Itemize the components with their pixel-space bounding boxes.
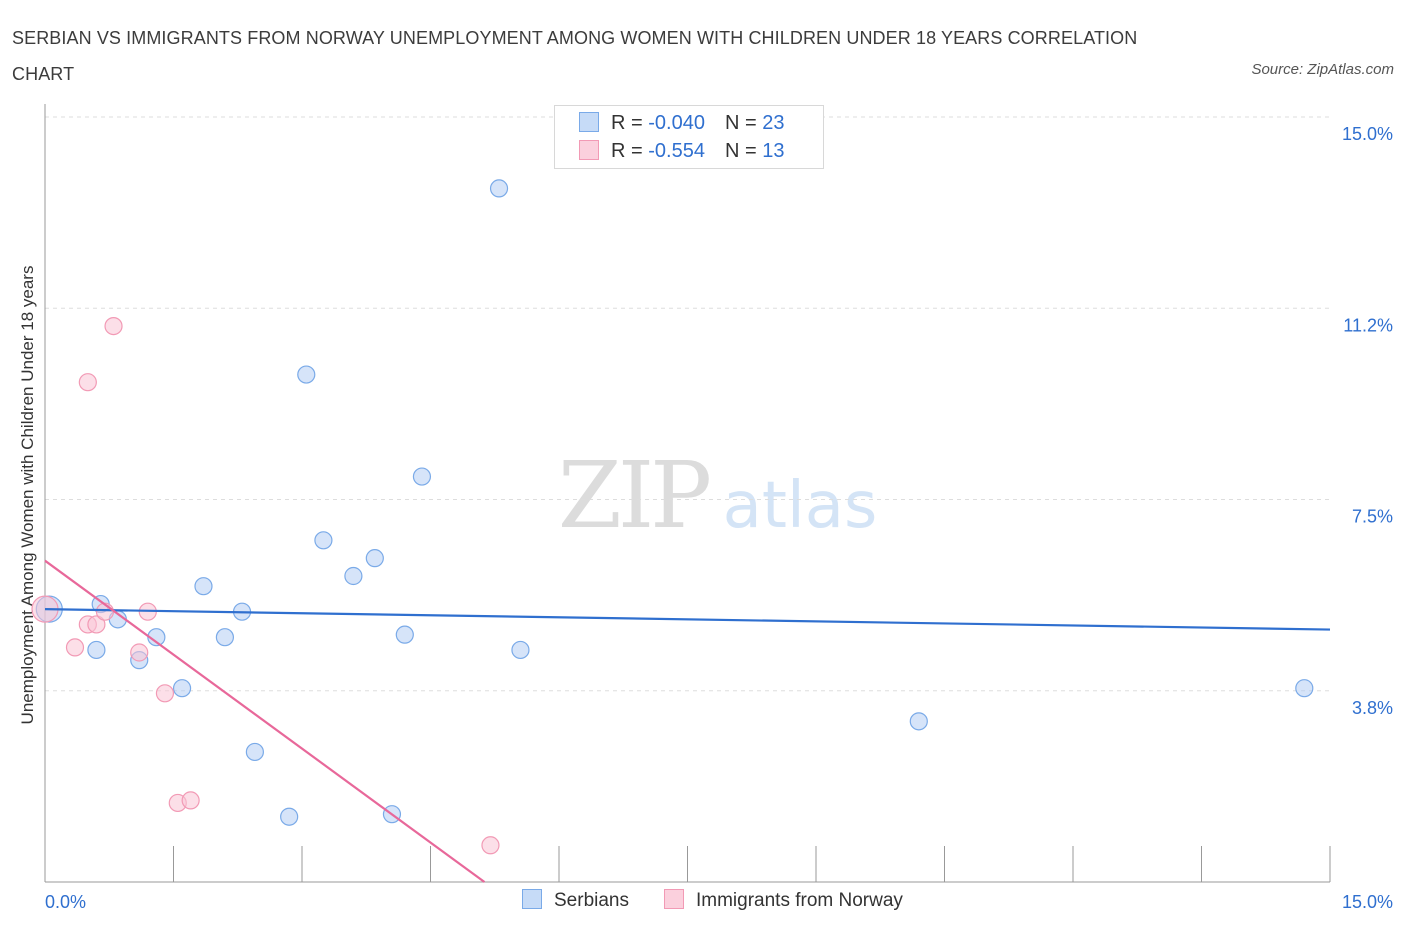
- legend-n-value: 13: [762, 140, 785, 162]
- chart-title: SERBIAN VS IMMIGRANTS FROM NORWAY UNEMPL…: [12, 28, 1138, 84]
- y-tick-label: 3.8%: [1352, 698, 1393, 718]
- norway-swatch: [579, 140, 599, 160]
- serbians-point: [194, 577, 213, 596]
- legend-r-label: R =: [611, 140, 649, 162]
- correlation-legend: R = -0.040 N = 23 R = -0.554 N = 13: [554, 105, 824, 169]
- serbians-point: [395, 625, 414, 644]
- serbians-swatch: [579, 112, 599, 132]
- axes: [44, 104, 1331, 883]
- watermark: ZIP atlas: [558, 442, 877, 549]
- legend-r-label: R =: [611, 112, 649, 134]
- norway-point: [155, 684, 175, 703]
- norway-point: [104, 317, 123, 336]
- norway-point: [130, 643, 149, 662]
- y-tick-label: 11.2%: [1343, 315, 1393, 335]
- serbians-legend-swatch: [522, 889, 542, 909]
- x-tick-label-min: 0.0%: [45, 892, 86, 912]
- norway-legend-label: Immigrants from Norway: [696, 890, 903, 911]
- legend-row-serbians: R = -0.040 N = 23: [579, 112, 784, 138]
- source-label: Source: ZipAtlas.com: [1251, 61, 1394, 78]
- legend-r-value: -0.554: [648, 140, 705, 162]
- norway-point: [78, 373, 97, 392]
- x-tick-label-max: 15.0%: [1342, 892, 1393, 912]
- norway-point: [481, 836, 500, 855]
- serbians-point: [489, 179, 509, 198]
- serbians-point: [297, 365, 316, 384]
- tick-labels: 3.8% 7.5% 11.2% 15.0% 0.0% 15.0%: [45, 124, 1393, 912]
- norway-legend-swatch: [664, 889, 684, 909]
- legend-r-value: -0.040: [648, 112, 705, 134]
- watermark-zip: ZIP: [558, 442, 709, 549]
- trend-lines: [44, 559, 1331, 883]
- legend-n-label: N =: [724, 140, 763, 162]
- serbians-point: [215, 628, 234, 647]
- norway-point: [181, 791, 200, 810]
- serbians-point: [280, 807, 299, 826]
- serbians-point: [909, 712, 928, 731]
- serbians-point: [87, 640, 106, 660]
- norway-point: [65, 638, 85, 657]
- y-tick-label: 15.0%: [1342, 124, 1393, 144]
- serbians-point: [344, 566, 363, 586]
- legend-n-value: 23: [762, 112, 785, 134]
- serbians-point: [1295, 679, 1314, 698]
- serbians-trend-line: [44, 608, 1331, 631]
- legend-n-label: N =: [724, 112, 763, 134]
- y-tick-label: 7.5%: [1352, 507, 1393, 527]
- serbians-point: [314, 531, 333, 550]
- norway-point: [87, 615, 106, 634]
- serbians-point: [245, 742, 264, 762]
- serbians-point: [365, 549, 384, 568]
- serbians-point: [412, 467, 432, 486]
- serbians-point: [172, 679, 192, 698]
- legend-row-norway: R = -0.554 N = 13: [579, 140, 784, 166]
- norway-trend-line: [44, 559, 486, 883]
- legend-item-norway: Immigrants from Norway: [664, 889, 903, 912]
- serbians-point: [511, 640, 530, 660]
- watermark-atlas: atlas: [723, 469, 878, 543]
- serbians-legend-label: Serbians: [554, 890, 629, 911]
- legend-item-serbians: Serbians: [522, 889, 629, 912]
